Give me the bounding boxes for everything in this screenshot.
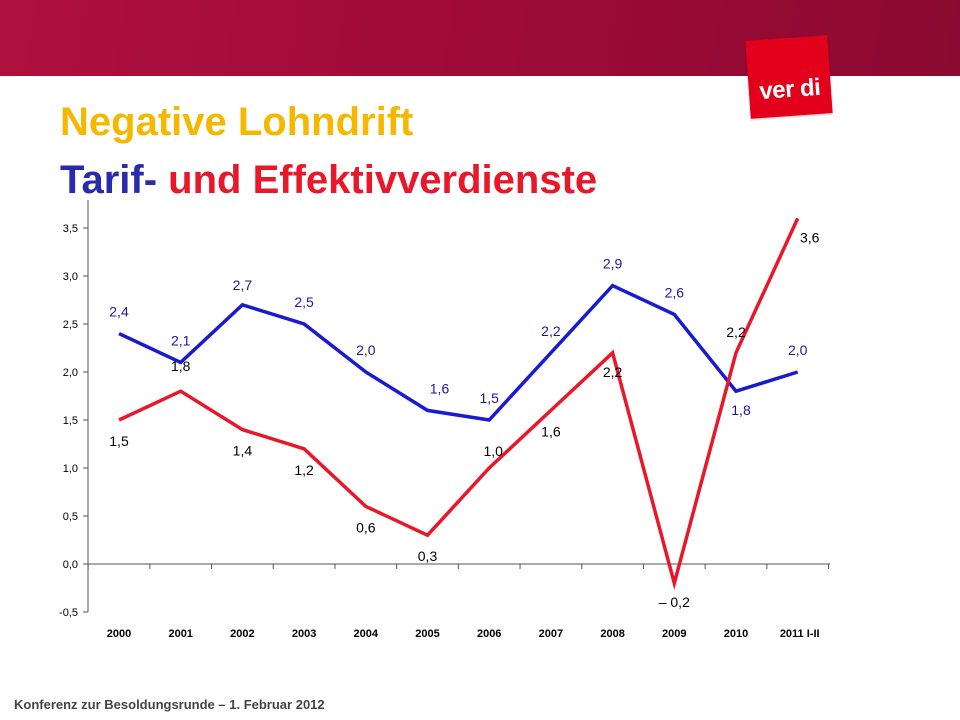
blue-data-label: 2,7 (233, 277, 253, 293)
x-tick-label: 2011 I-II (780, 628, 820, 640)
blue-data-label: 1,8 (731, 402, 751, 418)
footer-text: Konferenz zur Besoldungsrunde – 1. Febru… (14, 697, 325, 712)
blue-data-label: 2,0 (788, 342, 808, 358)
y-tick-label: 0,0 (63, 559, 78, 571)
y-tick-label: -0,5 (59, 607, 78, 619)
blue-data-label: 2,9 (603, 256, 623, 272)
x-tick-label: 2002 (230, 628, 254, 640)
blue-data-label: 2,5 (294, 294, 314, 310)
x-tick-label: 2004 (354, 628, 379, 640)
subtitle-tarif: Tarif- (60, 158, 158, 202)
y-tick-label: 2,0 (63, 367, 78, 379)
y-tick-label: 3,5 (63, 223, 78, 235)
red-series-line (118, 217, 800, 590)
red-data-label: 3,6 (800, 229, 820, 245)
red-data-label: 1,4 (233, 443, 253, 459)
blue-data-label: 1,5 (479, 390, 499, 406)
y-tick-label: 0,5 (63, 511, 78, 523)
blue-data-label: 2,1 (171, 332, 191, 348)
x-tick-label: 2006 (477, 628, 501, 640)
blue-series-line (118, 283, 799, 422)
blue-data-label: 2,2 (541, 323, 561, 339)
x-tick-label: 2005 (415, 628, 439, 640)
blue-data-label: 2,4 (109, 304, 129, 320)
red-data-label: 1,5 (109, 433, 129, 449)
x-tick-label: 2010 (724, 628, 748, 640)
page-title: Negative Lohndrift (60, 100, 414, 144)
y-tick-label: 3,0 (63, 271, 78, 283)
x-tick-label: 2007 (539, 628, 563, 640)
red-data-label: 1,2 (294, 462, 314, 478)
x-tick-label: 2000 (107, 628, 131, 640)
y-tick-label: 2,5 (63, 319, 78, 331)
red-data-label: – 0,2 (659, 594, 690, 610)
page-subtitle: Tarif- und Effektivverdienste (60, 158, 597, 203)
red-data-label: 1,0 (483, 443, 503, 459)
red-data-label: 0,3 (418, 548, 438, 564)
red-data-label: 1,6 (541, 423, 561, 439)
x-tick-label: 2009 (662, 628, 686, 640)
subtitle-effektiv: und Effektivverdienste (168, 158, 598, 202)
red-data-label: 2,2 (726, 324, 746, 340)
blue-data-label: 2,6 (665, 284, 685, 300)
x-tick-label: 2008 (600, 628, 624, 640)
red-data-label: 0,6 (356, 519, 376, 535)
red-data-label: 1,8 (171, 358, 191, 374)
x-tick-label: 2003 (292, 628, 316, 640)
y-tick-label: 1,5 (63, 415, 78, 427)
red-data-label: 2,2 (603, 364, 623, 380)
x-tick-label: 2001 (168, 628, 192, 640)
y-tick-label: 1,0 (63, 463, 78, 475)
blue-data-label: 1,6 (430, 380, 450, 396)
blue-data-label: 2,0 (356, 342, 376, 358)
